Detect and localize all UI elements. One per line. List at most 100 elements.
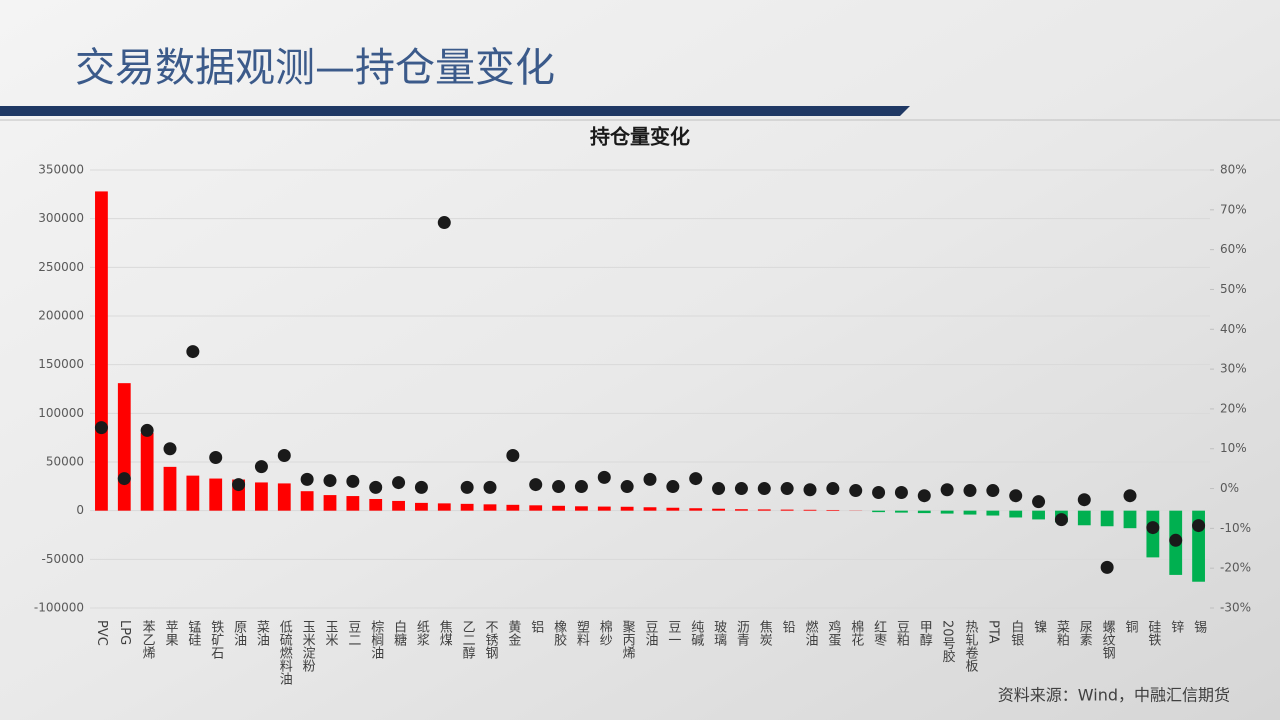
x-tick-label: 燃油 xyxy=(803,619,819,646)
scatter-point xyxy=(552,480,566,494)
scatter-point xyxy=(1054,513,1068,527)
scatter-point xyxy=(529,478,543,492)
x-tick-label: 棉纱 xyxy=(597,620,613,646)
scatter-point xyxy=(163,442,177,456)
bar xyxy=(506,504,520,511)
scatter-point xyxy=(666,480,680,494)
page-title: 交易数据观测—持仓量变化 xyxy=(75,45,555,91)
x-tick-label: 纯碱 xyxy=(688,620,704,646)
scatter-point xyxy=(232,478,246,492)
x-tick-label: 低硫燃料油 xyxy=(277,620,293,685)
y2-tick-label: 80% xyxy=(1220,163,1247,177)
bar xyxy=(895,510,908,513)
x-tick-label: 焦炭 xyxy=(757,620,773,647)
y2-tick-label: 0% xyxy=(1220,481,1239,495)
x-tick-label: 热轧卷板 xyxy=(963,620,979,673)
scatter-point xyxy=(940,483,954,497)
scatter-point xyxy=(94,421,108,435)
scatter-point xyxy=(1192,519,1206,533)
bar xyxy=(255,482,268,511)
scatter-point xyxy=(689,472,703,486)
x-tick-label: 鸡蛋 xyxy=(825,619,841,647)
x-tick-label: 铜 xyxy=(1123,620,1139,633)
bar xyxy=(552,505,565,511)
scatter-point xyxy=(1146,521,1160,535)
x-tick-label: 玉米 xyxy=(323,620,339,646)
x-tick-label: 豆油 xyxy=(643,620,659,646)
y2-tick-label: 10% xyxy=(1220,441,1247,455)
bar xyxy=(163,466,177,511)
bar xyxy=(735,509,748,511)
bar xyxy=(392,500,405,511)
x-tick-label: 螺纹钢 xyxy=(1100,620,1116,660)
y-tick-label: 200000 xyxy=(38,309,84,323)
bar xyxy=(140,432,154,511)
scatter-point xyxy=(826,482,840,496)
scatter-point xyxy=(803,483,817,497)
scatter-point xyxy=(506,448,520,462)
x-tick-label: 20号胶 xyxy=(940,620,956,664)
scatter-point xyxy=(483,480,497,494)
y2-tick-label: 50% xyxy=(1220,282,1247,296)
x-tick-label: 塑料 xyxy=(574,620,590,646)
bar xyxy=(460,503,474,511)
bar xyxy=(369,498,383,511)
x-tick-label: 硅铁 xyxy=(1145,620,1161,646)
bar xyxy=(780,509,794,511)
source-note: 资料来源：Wind，中融汇信期货 xyxy=(998,686,1230,705)
y2-tick-label: 70% xyxy=(1220,202,1247,216)
scatter-point xyxy=(1123,489,1137,503)
scatter-point xyxy=(460,480,474,494)
scatter-point xyxy=(986,484,1000,498)
x-tick-label: 苹果 xyxy=(163,620,179,646)
chart-title: 持仓量变化 xyxy=(590,125,690,149)
bar xyxy=(483,504,497,511)
scatter-point xyxy=(1100,560,1114,574)
bar xyxy=(95,191,108,511)
y-tick-label: 50000 xyxy=(46,455,84,469)
y2-tick-label: 60% xyxy=(1220,242,1247,256)
y-tick-label: 300000 xyxy=(38,211,84,225)
scatter-point xyxy=(574,480,588,494)
scatter-point xyxy=(369,480,383,494)
scatter-point xyxy=(712,482,726,496)
bar xyxy=(529,505,543,511)
bar xyxy=(620,506,634,511)
bar xyxy=(277,483,291,511)
y2-tick-label: -30% xyxy=(1220,601,1251,615)
y2-tick-label: -20% xyxy=(1220,561,1251,575)
scatter-point xyxy=(757,482,771,496)
scatter-point xyxy=(117,472,131,486)
bar xyxy=(1100,510,1114,527)
scatter-point xyxy=(620,480,634,494)
x-tick-label: 菜油 xyxy=(254,620,270,646)
y2-tick-label: 30% xyxy=(1220,362,1247,376)
x-tick-label: 锡 xyxy=(1191,620,1207,633)
scatter-point xyxy=(1077,493,1091,507)
bar xyxy=(666,507,680,511)
header-band xyxy=(0,106,910,116)
scatter-point xyxy=(414,480,428,494)
scatter-point xyxy=(963,484,977,498)
x-tick-label: 铁矿石 xyxy=(208,620,224,659)
scatter-point xyxy=(734,482,748,496)
x-tick-label: 玉米淀粉 xyxy=(300,620,316,672)
x-tick-label: 棕榈油 xyxy=(368,620,384,659)
scatter-point xyxy=(849,484,863,498)
scatter-point xyxy=(780,482,794,496)
bar xyxy=(803,509,817,511)
x-tick-label: 豆一 xyxy=(665,620,681,646)
x-tick-label: 玻璃 xyxy=(711,620,727,646)
x-tick-label: 锌 xyxy=(1168,620,1184,633)
bar xyxy=(1123,510,1137,529)
x-tick-label: 锰硅 xyxy=(185,620,201,646)
scatter-point xyxy=(1009,489,1023,503)
bar xyxy=(597,506,611,511)
x-tick-label: PTA xyxy=(985,620,1000,644)
bar xyxy=(757,509,771,511)
bar xyxy=(437,503,451,511)
x-tick-label: 甲醇 xyxy=(917,620,933,646)
scatter-point xyxy=(140,423,154,437)
scatter-point xyxy=(643,472,657,486)
bar xyxy=(186,475,200,511)
